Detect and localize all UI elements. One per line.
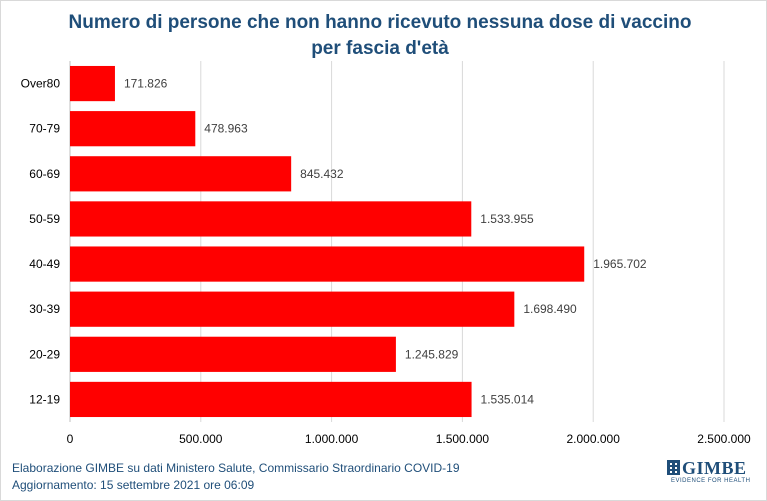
bar: [70, 336, 396, 372]
x-tick-label: 0: [67, 432, 74, 446]
value-label: 1.533.955: [480, 212, 534, 226]
value-label: 845.432: [300, 167, 344, 181]
value-label: 1.965.702: [593, 257, 647, 271]
bar: [70, 291, 515, 327]
bar: [70, 201, 472, 237]
category-label: 70-79: [29, 122, 60, 136]
gimbe-logo: GIMBE EVIDENCE FOR HEALTH: [667, 458, 755, 488]
gimbe-mark-icon: [667, 460, 680, 475]
x-tick-label: 2.000.000: [567, 432, 621, 446]
x-tick-label: 1.000.000: [305, 432, 359, 446]
source-note: Elaborazione GIMBE su dati Ministero Sal…: [12, 461, 460, 475]
value-label: 1.698.490: [523, 302, 577, 316]
value-label: 171.826: [124, 77, 168, 91]
bar: [70, 156, 292, 192]
bar-chart: 0 500.000 1.000.000 1.500.000 2.000.000 2.500…: [21, 61, 751, 446]
update-note: Aggiornamento: 15 settembre 2021 ore 06:…: [12, 478, 255, 492]
category-label: 20-29: [29, 347, 60, 361]
value-label: 1.535.014: [481, 392, 535, 406]
category-label: 12-19: [29, 392, 60, 406]
logo-name: GIMBE: [682, 458, 747, 478]
x-tick-label: 1.500.000: [436, 432, 490, 446]
value-label: 1.245.829: [405, 347, 459, 361]
x-tick-label: 500.000: [179, 432, 223, 446]
category-label: 30-39: [29, 302, 60, 316]
value-label: 478.963: [204, 122, 248, 136]
bar: [70, 381, 472, 418]
category-label: 40-49: [29, 257, 60, 271]
logo-tagline: EVIDENCE FOR HEALTH: [671, 478, 751, 484]
bar: [70, 111, 196, 147]
category-label: 50-59: [29, 212, 60, 226]
category-label: Over80: [21, 77, 61, 91]
bar: [70, 246, 585, 282]
bar: [70, 65, 115, 102]
x-tick-label: 2.500.000: [697, 432, 751, 446]
category-label: 60-69: [29, 167, 60, 181]
chart-title: Numero di persone che non hanno ricevuto…: [68, 12, 692, 59]
